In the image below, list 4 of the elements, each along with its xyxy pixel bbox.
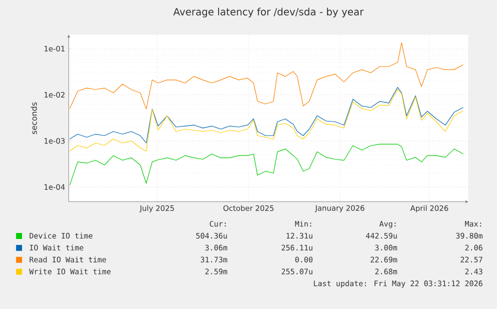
line-series bbox=[69, 89, 464, 152]
line-series bbox=[69, 42, 464, 110]
line-series bbox=[69, 87, 464, 144]
chart-title: Average latency for /dev/sda - by year bbox=[173, 8, 364, 18]
